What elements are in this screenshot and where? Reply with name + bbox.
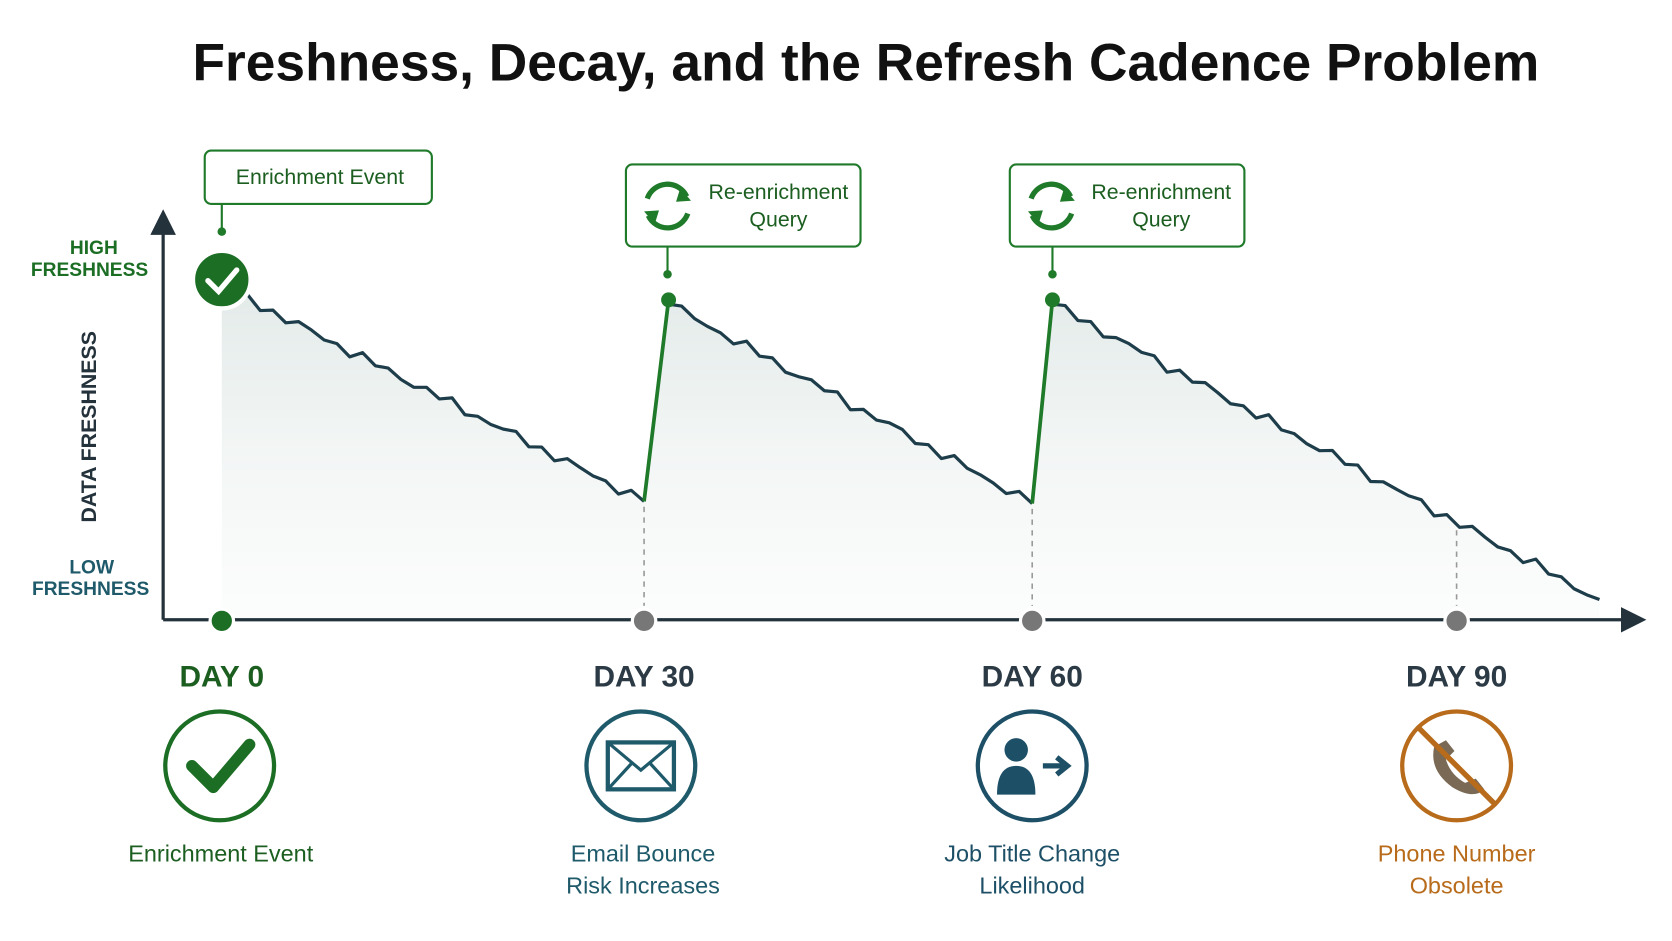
captions: Enrichment Event Email Bounce Risk Incre…	[128, 841, 1535, 899]
y-high-label: HIGH FRESHNESS	[31, 238, 148, 281]
day-label: DAY 30	[593, 660, 694, 693]
decay-line	[221, 284, 1601, 602]
start-check	[190, 248, 253, 311]
axis-dot	[630, 607, 658, 635]
y-low-label: FRESHNESS	[32, 579, 149, 600]
day-labels: DAY 0 DAY 30 DAY 60 DAY 90	[179, 660, 1507, 693]
y-low-label: LOW	[69, 558, 115, 579]
caption: Likelihood	[979, 873, 1085, 899]
y-high-label: HIGH	[70, 238, 118, 259]
milestone-icon	[584, 709, 698, 823]
title: Freshness, Decay, and the Refresh Cadenc…	[192, 33, 1539, 92]
callout-text: Re-enrichment	[1091, 180, 1231, 204]
milestone-icon	[975, 709, 1089, 823]
callout: Re-enrichment Query	[1008, 163, 1246, 279]
axis-dot	[1443, 607, 1470, 635]
caption: Job Title Change	[944, 841, 1120, 867]
callout: Enrichment Event	[203, 149, 433, 236]
caption: Enrichment Event	[128, 841, 313, 867]
axis-dot	[1018, 607, 1046, 635]
callout-text: Enrichment Event	[236, 165, 404, 189]
refresh-jump	[642, 299, 1055, 504]
day-label: DAY 90	[1406, 660, 1507, 693]
caption: Obsolete	[1410, 873, 1504, 899]
callout-text: Re-enrichment	[709, 180, 849, 204]
axis-dot	[208, 607, 236, 635]
caption: Email Bounce	[571, 841, 716, 867]
callout-text: Query	[1132, 208, 1190, 232]
freshness-area	[221, 286, 1600, 619]
day-label: DAY 60	[982, 660, 1083, 693]
milestone-icon	[1400, 709, 1514, 823]
dashed-guides	[643, 506, 1458, 606]
callout: Re-enrichment Query	[624, 163, 862, 279]
refresh-point	[1045, 292, 1060, 308]
caption: Phone Number	[1378, 841, 1536, 867]
caption: Risk Increases	[566, 873, 720, 899]
y-high-label: FRESHNESS	[31, 260, 148, 281]
day-label: DAY 0	[179, 660, 264, 693]
freshness-plot	[150, 209, 1647, 635]
y-axis-label: DATA FRESHNESS	[77, 331, 101, 522]
y-low-label: LOW FRESHNESS	[32, 558, 149, 600]
refresh-point	[661, 292, 677, 308]
milestone-icon	[163, 709, 277, 823]
callout-text: Query	[749, 208, 807, 232]
